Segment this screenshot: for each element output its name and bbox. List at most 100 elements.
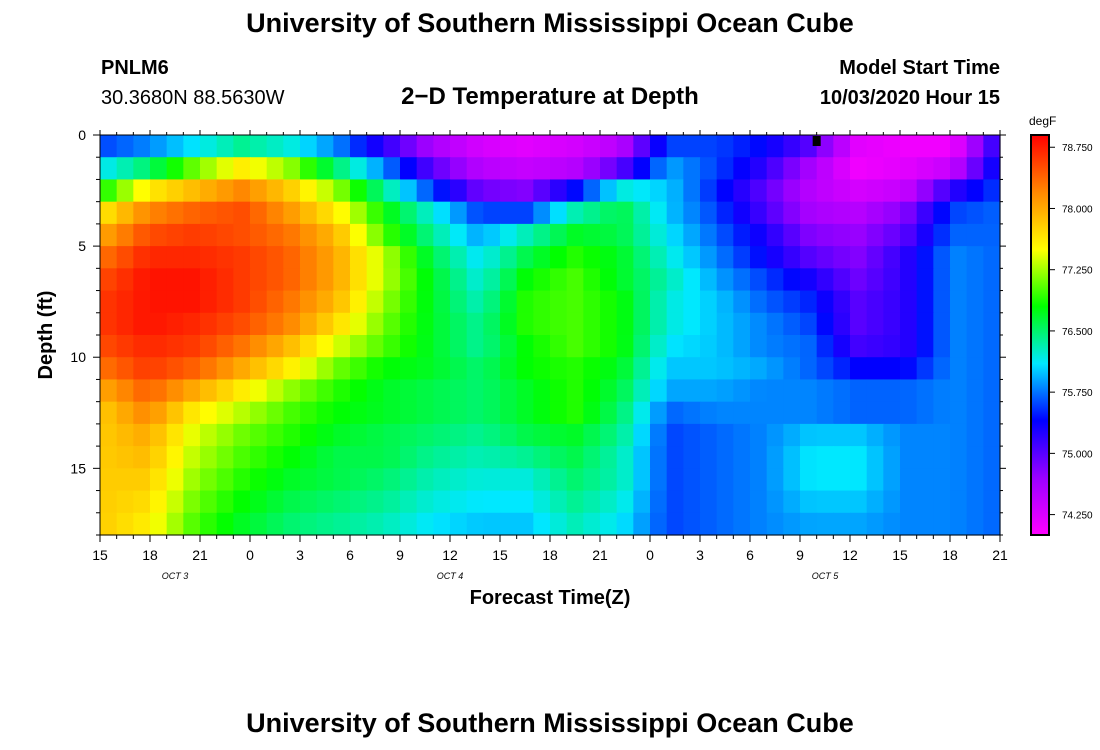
heatmap-cell bbox=[333, 246, 351, 269]
heatmap-cell bbox=[816, 157, 834, 181]
heatmap-cell bbox=[833, 357, 851, 381]
x-tick-label: 9 bbox=[796, 547, 804, 563]
heatmap-cell bbox=[483, 179, 501, 203]
heatmap-cell bbox=[583, 423, 601, 447]
heatmap-cell bbox=[750, 290, 768, 314]
heatmap-cell bbox=[333, 268, 351, 292]
heatmap-cell bbox=[316, 490, 334, 514]
heatmap-cell bbox=[400, 490, 418, 514]
heatmap-cell bbox=[233, 379, 251, 403]
heatmap-cell bbox=[700, 290, 718, 314]
heatmap-cell bbox=[950, 512, 968, 536]
heatmap-cell bbox=[616, 446, 634, 469]
heatmap-cell bbox=[150, 379, 168, 403]
heatmap-cell bbox=[483, 268, 501, 292]
heatmap-cell bbox=[933, 312, 951, 336]
heatmap-cell bbox=[350, 312, 368, 336]
heatmap-cell bbox=[166, 201, 184, 225]
heatmap-cell bbox=[583, 512, 601, 536]
heatmap-cell bbox=[866, 335, 884, 358]
heatmap-cell bbox=[350, 512, 368, 536]
heatmap-cell bbox=[900, 135, 918, 158]
heatmap-cell bbox=[583, 135, 601, 158]
heatmap-cell bbox=[833, 490, 851, 514]
heatmap-cell bbox=[583, 401, 601, 425]
heatmap-cell bbox=[500, 512, 518, 536]
heatmap-cell bbox=[566, 157, 584, 181]
heatmap-cell bbox=[533, 157, 551, 181]
heatmap-cell bbox=[766, 468, 784, 492]
heatmap-cell bbox=[550, 490, 568, 514]
heatmap-cell bbox=[616, 201, 634, 225]
heatmap-cell bbox=[950, 490, 968, 514]
heatmap-cell bbox=[483, 335, 501, 358]
heatmap-cell bbox=[416, 268, 434, 292]
heatmap-cell bbox=[150, 157, 168, 181]
colorbar-tick-label: 78.000 bbox=[1062, 204, 1093, 215]
heatmap-cell bbox=[166, 179, 184, 203]
heatmap-cell bbox=[100, 246, 118, 269]
y-axis: 0 5 10 15 bbox=[70, 127, 1006, 536]
heatmap-cell bbox=[666, 157, 684, 181]
heatmap-cell bbox=[500, 490, 518, 514]
heatmap-cell bbox=[766, 246, 784, 269]
heatmap-cell bbox=[100, 379, 118, 403]
heatmap-cell bbox=[950, 468, 968, 492]
heatmap-cell bbox=[416, 290, 434, 314]
heatmap-cell bbox=[150, 490, 168, 514]
heatmap-cell bbox=[383, 246, 401, 269]
heatmap-cell bbox=[516, 223, 534, 247]
heatmap-cell bbox=[566, 312, 584, 336]
heatmap-cell bbox=[900, 290, 918, 314]
heatmap-cell bbox=[283, 290, 301, 314]
heatmap-cell bbox=[850, 468, 868, 492]
heatmap-cell bbox=[666, 223, 684, 247]
heatmap-cell bbox=[850, 379, 868, 403]
heatmap-cell bbox=[566, 201, 584, 225]
heatmap-cell bbox=[116, 246, 134, 269]
heatmap-cell bbox=[766, 201, 784, 225]
heatmap-cell bbox=[633, 512, 651, 536]
colorbar-gradient bbox=[1030, 134, 1050, 536]
heatmap-cell bbox=[650, 157, 668, 181]
heatmap-cell bbox=[116, 401, 134, 425]
heatmap-cell bbox=[766, 490, 784, 514]
heatmap-cell bbox=[100, 468, 118, 492]
heatmap-cell bbox=[750, 157, 768, 181]
heatmap-cell bbox=[683, 379, 701, 403]
heatmap-cell bbox=[700, 423, 718, 447]
heatmap-cell bbox=[650, 335, 668, 358]
station-coordinates: 30.3680N 88.5630W bbox=[101, 87, 285, 109]
heatmap-cell bbox=[883, 446, 901, 469]
heatmap-cell bbox=[800, 201, 818, 225]
heatmap-cell bbox=[400, 379, 418, 403]
heatmap-cell bbox=[350, 490, 368, 514]
heatmap-cell bbox=[266, 423, 284, 447]
heatmap-cell bbox=[683, 512, 701, 536]
heatmap-cell bbox=[700, 512, 718, 536]
heatmap-cell bbox=[183, 135, 201, 158]
heatmap-cell bbox=[816, 423, 834, 447]
heatmap-cell bbox=[950, 401, 968, 425]
heatmap-cell bbox=[550, 423, 568, 447]
heatmap-cell bbox=[233, 468, 251, 492]
heatmap-cell bbox=[216, 157, 234, 181]
heatmap-cells bbox=[100, 135, 1001, 536]
heatmap-cell bbox=[633, 135, 651, 158]
heatmap-cell bbox=[766, 157, 784, 181]
heatmap-cell bbox=[183, 512, 201, 536]
heatmap-cell bbox=[133, 312, 151, 336]
heatmap-cell bbox=[933, 268, 951, 292]
heatmap-cell bbox=[850, 246, 868, 269]
station-id: PNLM6 bbox=[101, 57, 169, 79]
heatmap-cell bbox=[233, 157, 251, 181]
heatmap-cell bbox=[566, 446, 584, 469]
heatmap-cell bbox=[316, 223, 334, 247]
heatmap-cell bbox=[650, 201, 668, 225]
heatmap-cell bbox=[500, 401, 518, 425]
heatmap-cell bbox=[916, 179, 934, 203]
heatmap-cell bbox=[216, 423, 234, 447]
heatmap-cell bbox=[116, 179, 134, 203]
heatmap-cell bbox=[116, 268, 134, 292]
